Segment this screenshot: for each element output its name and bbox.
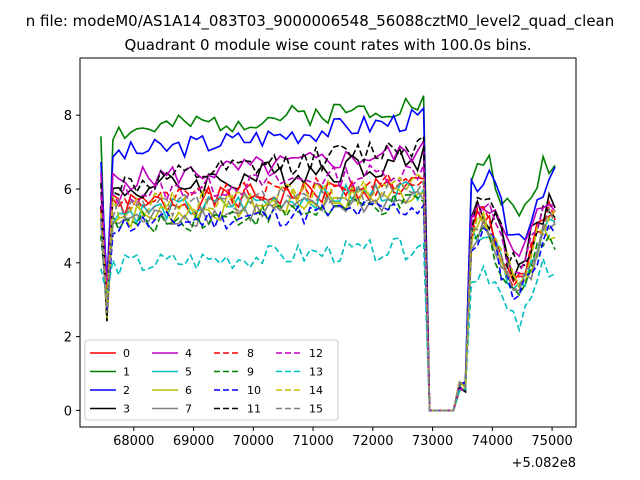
x-tick-label: 71000 (292, 434, 333, 449)
legend-label-7: 7 (185, 403, 192, 416)
chart-title: Quadrant 0 module wise count rates with … (124, 36, 531, 54)
legend-label-13: 13 (309, 366, 323, 379)
legend-label-5: 5 (185, 366, 192, 379)
y-tick-label: 6 (64, 183, 72, 198)
series-line-7 (100, 190, 556, 412)
series-layer (100, 95, 556, 412)
legend-label-4: 4 (185, 347, 192, 360)
legend-label-15: 15 (309, 403, 323, 416)
y-tick-label: 2 (64, 331, 72, 346)
y-tick-label: 4 (64, 257, 72, 272)
legend-label-6: 6 (185, 384, 192, 397)
legend-label-11: 11 (247, 403, 261, 416)
plot-frame (79, 57, 577, 428)
legend-label-0: 0 (123, 347, 130, 360)
x-tick-label: 74000 (472, 434, 513, 449)
series-line-13 (100, 237, 556, 412)
series-line-2 (100, 106, 556, 412)
legend-label-8: 8 (247, 347, 254, 360)
x-tick-label: 72000 (352, 434, 393, 449)
x-offset-label: +5.082e8 (512, 456, 576, 471)
legend-label-9: 9 (247, 366, 254, 379)
x-tick-label: 73000 (412, 434, 453, 449)
figure-suptitle: n file: modeM0/AS1A14_083T03_9000006548_… (26, 12, 615, 31)
series-line-4 (100, 138, 556, 412)
legend-label-10: 10 (247, 384, 261, 397)
y-tick-label: 8 (64, 109, 72, 124)
series-line-9 (100, 192, 556, 412)
legend-label-1: 1 (123, 366, 130, 379)
series-line-1 (100, 95, 556, 412)
x-axis: 68000 69000 70000 71000 72000 73000 74000 75000 (113, 427, 573, 449)
series-line-6 (100, 184, 556, 412)
y-axis: 0 2 4 6 8 (64, 109, 80, 419)
legend-box (84, 339, 339, 421)
series-line-10 (100, 200, 556, 412)
x-tick-label: 69000 (173, 434, 214, 449)
series-line-11 (100, 135, 556, 412)
x-tick-label: 70000 (233, 434, 274, 449)
legend-label-2: 2 (123, 384, 130, 397)
x-tick-label: 75000 (531, 434, 572, 449)
y-tick-label: 0 (64, 404, 72, 419)
series-line-12 (100, 163, 556, 412)
legend-label-14: 14 (309, 384, 323, 397)
x-tick-label: 68000 (113, 434, 154, 449)
legend-label-3: 3 (123, 403, 130, 416)
series-line-15 (100, 179, 556, 412)
legend-label-12: 12 (309, 347, 323, 360)
